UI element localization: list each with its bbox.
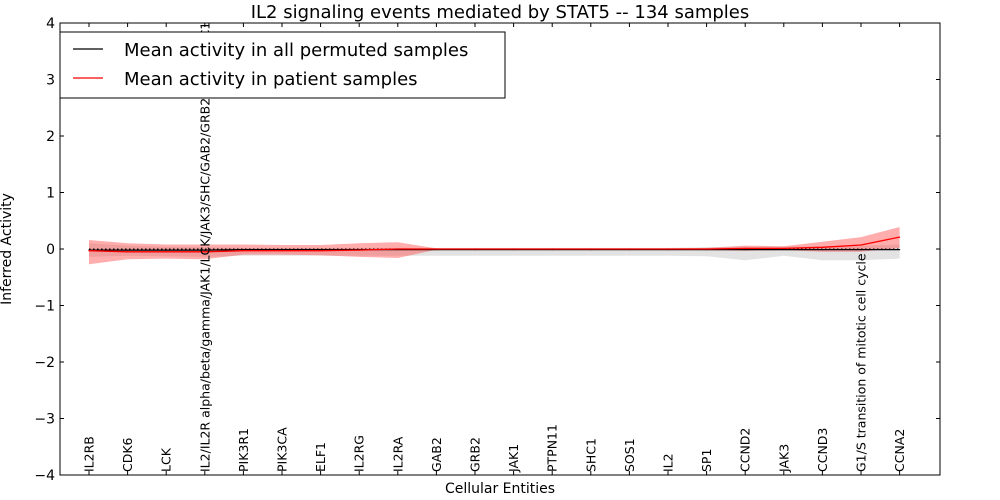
chart-title: IL2 signaling events mediated by STAT5 -… [251, 2, 750, 23]
data-point [628, 248, 631, 250]
category-label: JAK3 [776, 444, 791, 473]
category-label: IL2RA [390, 436, 405, 472]
series-line-patient [88, 236, 900, 253]
legend: Mean activity in all permuted samples Me… [59, 31, 506, 99]
category-label: JAK1 [506, 444, 521, 473]
category-label: LCK [159, 447, 174, 472]
data-point [860, 244, 862, 246]
y-tick-label: −4 [34, 468, 55, 484]
data-point [744, 247, 746, 249]
category-label: IL2RB [82, 436, 97, 472]
category-label: GAB2 [429, 437, 444, 472]
legend-label-permuted: Mean activity in all permuted samples [124, 40, 468, 61]
category-label: IL2/IL2R alpha/beta/gamma/JAK1/LCK/JAK3/… [197, 22, 212, 472]
y-tick-label: 1 [46, 186, 55, 202]
category-label: CCNA2 [892, 429, 907, 472]
data-point [899, 249, 901, 251]
data-point [397, 248, 399, 250]
category-label: PIK3CA [275, 427, 290, 472]
data-point [88, 250, 90, 252]
y-tick-label: −3 [34, 412, 55, 428]
data-point [281, 249, 283, 251]
category-label: CCND3 [815, 428, 830, 472]
y-axis-ticks: 4 3 2 1 0 −1 −2 −3 −4 [34, 16, 940, 484]
data-point [783, 249, 785, 251]
legend-label-patient: Mean activity in patient samples [124, 69, 418, 90]
y-tick-label: 4 [46, 16, 55, 32]
y-axis-label: Inferred Activity [0, 193, 15, 305]
data-point [821, 249, 824, 251]
data-point [744, 249, 746, 251]
y-tick-label: 2 [46, 129, 55, 145]
data-point [899, 236, 901, 238]
category-label: CCND2 [738, 428, 753, 472]
category-label: IL2 [661, 453, 676, 472]
category-label: CDK6 [120, 437, 135, 472]
data-point [127, 251, 129, 253]
band-patient [89, 227, 900, 265]
x-axis-label: Cellular Entities [445, 481, 555, 497]
data-point [706, 248, 708, 250]
band-permuted [89, 243, 900, 261]
data-point [821, 246, 824, 248]
data-point [474, 248, 476, 250]
category-label: SP1 [699, 449, 714, 472]
data-point [127, 249, 129, 251]
data-point [242, 250, 244, 252]
data-point [667, 248, 669, 250]
category-label: SOS1 [622, 438, 637, 472]
data-point [204, 249, 206, 251]
y-tick-label: 3 [46, 73, 55, 89]
data-point [281, 250, 283, 252]
confidence-bands [89, 227, 900, 265]
category-label: IL2RG [352, 435, 367, 472]
category-label: GRB2 [468, 437, 483, 472]
data-point [320, 250, 322, 252]
category-label: PIK3R1 [236, 428, 251, 472]
category-label: G1/S transition of mitotic cell cycle [854, 253, 869, 472]
y-tick-label: −2 [34, 355, 55, 371]
data-point [320, 249, 322, 251]
category-label: ELF1 [313, 442, 328, 472]
data-point [358, 249, 360, 251]
data-point [204, 251, 206, 253]
data-point [513, 248, 515, 250]
data-point [860, 249, 862, 251]
data-point [165, 249, 167, 251]
data-point [165, 251, 167, 253]
category-label: PTPN11 [545, 424, 560, 472]
data-point [551, 248, 553, 250]
series-lines [88, 236, 901, 253]
data-point [590, 248, 592, 250]
data-point [783, 247, 785, 249]
y-tick-label: 0 [46, 242, 55, 258]
x-axis-ticks: IL2RB CDK6 LCK IL2/IL2R alpha/beta/gamma/JA… [82, 22, 907, 475]
category-label: SHC1 [583, 438, 598, 472]
legend-box [59, 31, 506, 99]
data-point [242, 249, 244, 251]
y-tick-label: −1 [34, 299, 55, 315]
data-point [435, 248, 437, 250]
